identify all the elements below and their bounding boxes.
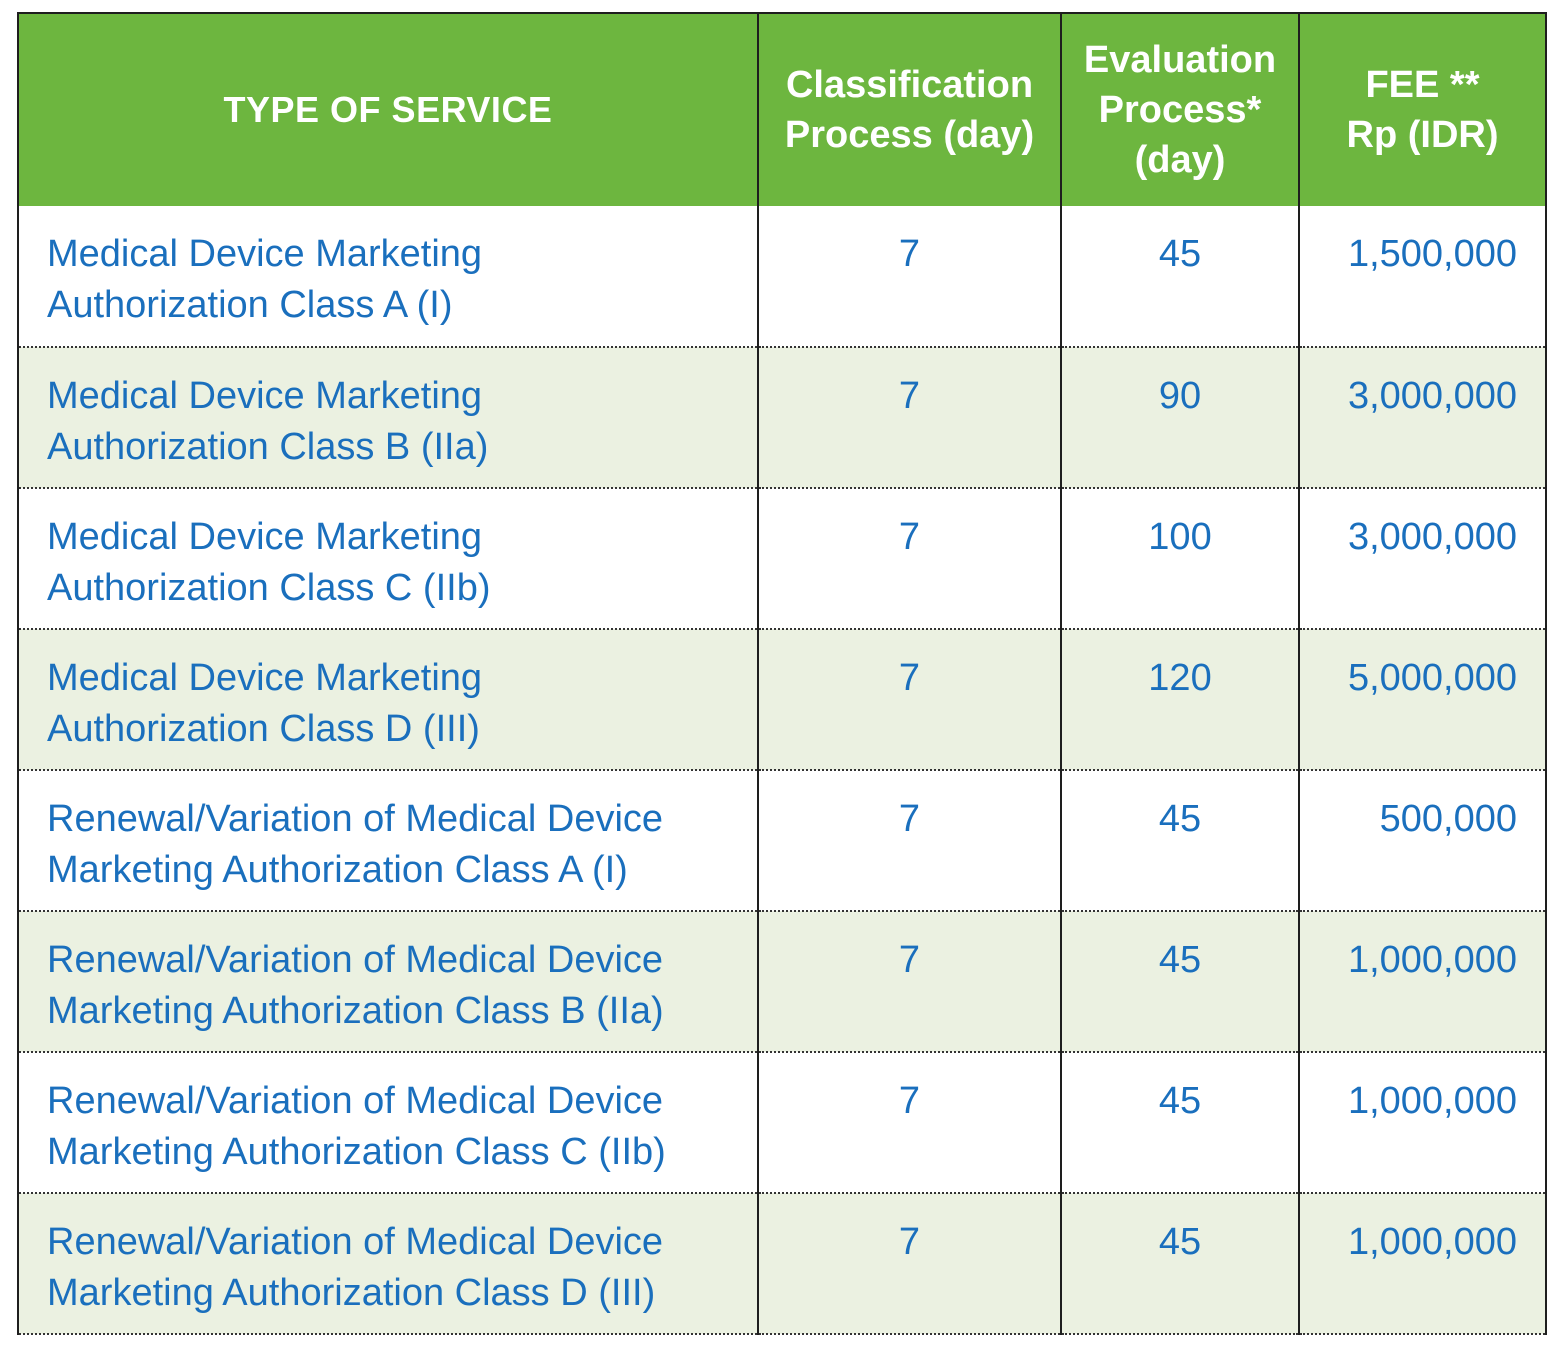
table-row: Medical Device Marketing Authorization C… xyxy=(17,347,1547,489)
service-name-line2: Marketing Authorization Class D (III) xyxy=(47,1272,656,1314)
evaluation-cell: 45 xyxy=(1060,1052,1300,1194)
header-classification-line2: Process (day) xyxy=(784,114,1035,156)
header-fee-line2: Rp (IDR) xyxy=(1346,114,1499,156)
header-fee-line1: FEE ** xyxy=(1365,64,1480,106)
service-cell: Medical Device Marketing Authorization C… xyxy=(17,629,759,771)
service-name-line2: Marketing Authorization Class A (I) xyxy=(47,849,628,891)
service-cell: Renewal/Variation of Medical Device Mark… xyxy=(17,770,759,912)
service-cell: Renewal/Variation of Medical Device Mark… xyxy=(17,911,759,1053)
fee-cell: 1,000,000 xyxy=(1298,1193,1547,1335)
header-type-of-service: TYPE OF SERVICE xyxy=(17,12,759,206)
fee-cell: 3,000,000 xyxy=(1298,347,1547,489)
header-evaluation-line1: Evaluation xyxy=(1083,39,1277,81)
classification-cell: 7 xyxy=(757,488,1062,630)
service-name-line2: Authorization Class D (III) xyxy=(47,708,480,750)
service-name-line2: Authorization Class C (IIb) xyxy=(47,567,491,609)
service-name-line1: Renewal/Variation of Medical Device xyxy=(47,798,664,840)
fee-cell: 1,000,000 xyxy=(1298,911,1547,1053)
service-name-line1: Medical Device Marketing xyxy=(47,375,483,417)
evaluation-cell: 45 xyxy=(1060,770,1300,912)
evaluation-cell: 90 xyxy=(1060,347,1300,489)
classification-cell: 7 xyxy=(757,1052,1062,1194)
classification-cell: 7 xyxy=(757,770,1062,912)
classification-cell: 7 xyxy=(757,1193,1062,1335)
service-name-line1: Medical Device Marketing xyxy=(47,233,483,275)
service-cell: Renewal/Variation of Medical Device Mark… xyxy=(17,1193,759,1335)
fee-cell: 3,000,000 xyxy=(1298,488,1547,630)
table-row: Medical Device Marketing Authorization C… xyxy=(17,488,1547,630)
classification-cell: 7 xyxy=(757,911,1062,1053)
fee-cell: 1,000,000 xyxy=(1298,1052,1547,1194)
service-cell: Renewal/Variation of Medical Device Mark… xyxy=(17,1052,759,1194)
fee-table-container: TYPE OF SERVICE Classification Process (… xyxy=(17,12,1547,1335)
service-cell: Medical Device Marketing Authorization C… xyxy=(17,347,759,489)
service-fee-table: TYPE OF SERVICE Classification Process (… xyxy=(17,12,1547,1335)
service-name-line1: Renewal/Variation of Medical Device xyxy=(47,1221,664,1263)
service-cell: Medical Device Marketing Authorization C… xyxy=(17,488,759,630)
header-classification-line1: Classification xyxy=(785,64,1034,106)
classification-cell: 7 xyxy=(757,347,1062,489)
table-row: Renewal/Variation of Medical Device Mark… xyxy=(17,1052,1547,1194)
classification-cell: 7 xyxy=(757,206,1062,348)
classification-cell: 7 xyxy=(757,629,1062,771)
service-name-line1: Renewal/Variation of Medical Device xyxy=(47,1080,664,1122)
service-name-line1: Renewal/Variation of Medical Device xyxy=(47,939,664,981)
fee-cell: 1,500,000 xyxy=(1298,206,1547,348)
service-name-line2: Marketing Authorization Class B (IIa) xyxy=(47,990,664,1032)
fee-cell: 5,000,000 xyxy=(1298,629,1547,771)
evaluation-cell: 100 xyxy=(1060,488,1300,630)
table-row: Medical Device Marketing Authorization C… xyxy=(17,206,1547,348)
evaluation-cell: 120 xyxy=(1060,629,1300,771)
table-header-row: TYPE OF SERVICE Classification Process (… xyxy=(17,12,1547,206)
service-name-line1: Medical Device Marketing xyxy=(47,516,483,558)
header-evaluation-line2: Process* xyxy=(1098,89,1262,131)
evaluation-cell: 45 xyxy=(1060,1193,1300,1335)
table-row: Medical Device Marketing Authorization C… xyxy=(17,629,1547,771)
header-evaluation-process: Evaluation Process* (day) xyxy=(1060,12,1300,206)
service-cell: Medical Device Marketing Authorization C… xyxy=(17,206,759,348)
table-row: Renewal/Variation of Medical Device Mark… xyxy=(17,770,1547,912)
header-evaluation-line3: (day) xyxy=(1134,139,1226,181)
service-name-line2: Authorization Class B (IIa) xyxy=(47,426,489,468)
header-type-of-service-label: TYPE OF SERVICE xyxy=(223,89,553,130)
evaluation-cell: 45 xyxy=(1060,911,1300,1053)
table-row: Renewal/Variation of Medical Device Mark… xyxy=(17,1193,1547,1335)
evaluation-cell: 45 xyxy=(1060,206,1300,348)
table-row: Renewal/Variation of Medical Device Mark… xyxy=(17,911,1547,1053)
header-classification-process: Classification Process (day) xyxy=(757,12,1062,206)
fee-cell: 500,000 xyxy=(1298,770,1547,912)
service-name-line2: Authorization Class A (I) xyxy=(47,284,453,326)
service-name-line2: Marketing Authorization Class C (IIb) xyxy=(47,1131,666,1173)
header-fee: FEE ** Rp (IDR) xyxy=(1298,12,1547,206)
service-name-line1: Medical Device Marketing xyxy=(47,657,483,699)
